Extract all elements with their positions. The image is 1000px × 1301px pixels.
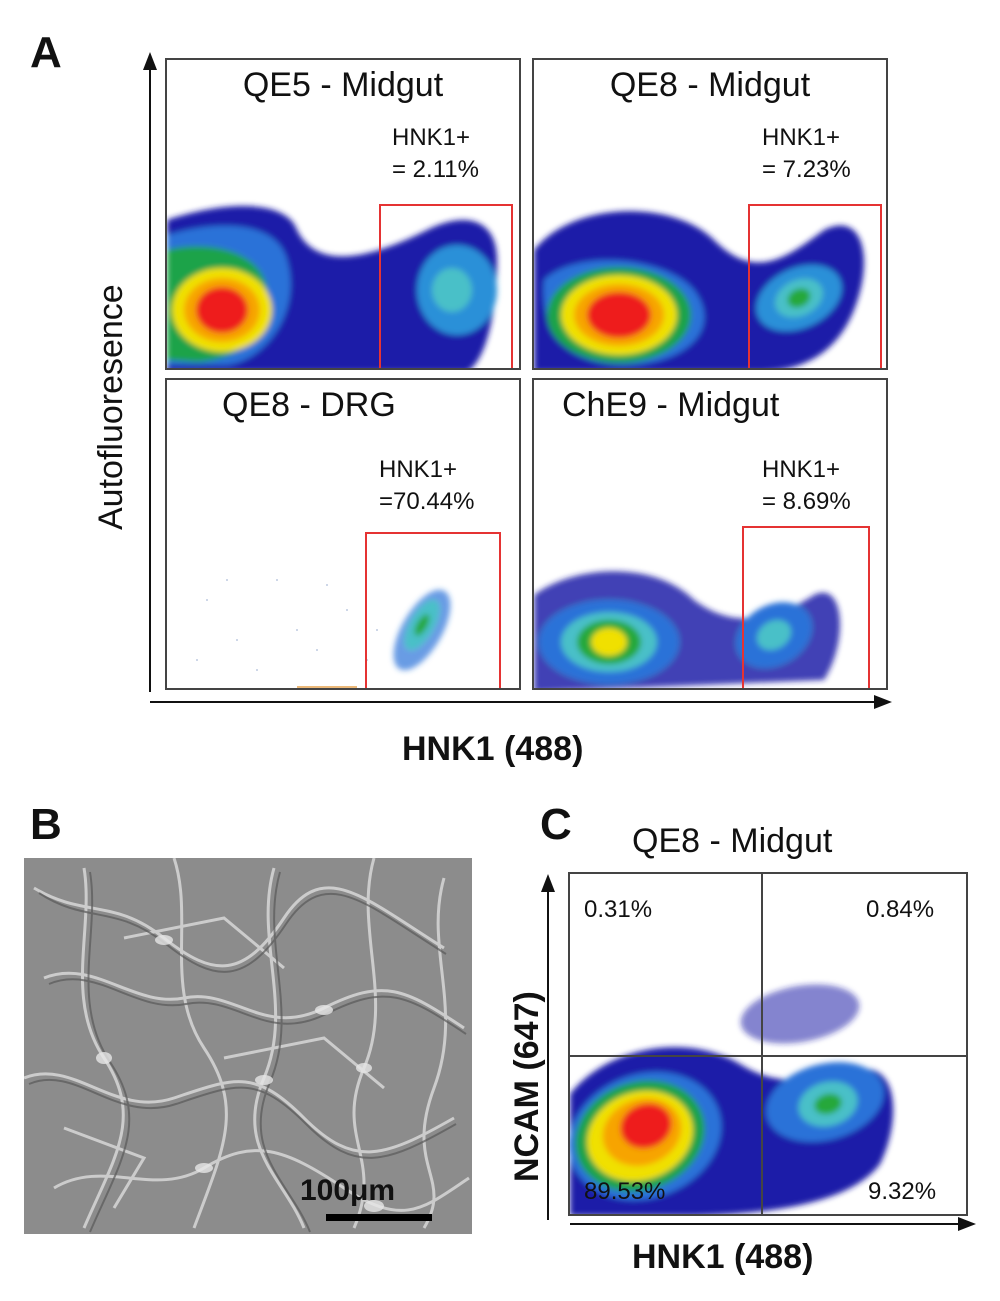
cell-culture-micrograph: 100μm: [24, 858, 472, 1234]
quadrant-bottom-left-value: 89.53%: [584, 1178, 666, 1205]
plot-title: ChE9 - Midgut: [562, 386, 780, 424]
scale-bar-label: 100μm: [300, 1174, 396, 1207]
gate-value: = 2.11%: [392, 156, 479, 183]
panel-a-letter: A: [30, 28, 62, 77]
density-plot: [167, 206, 497, 368]
gate-label: HNK1+: [392, 124, 471, 151]
hnk1-gate: [379, 204, 513, 368]
plot-title: QE8 - Midgut: [609, 66, 811, 104]
flow-plot-qe5-midgut: QE5 - Midgut HNK1+ = 2.11%: [165, 58, 521, 370]
gate-label: HNK1+: [379, 456, 458, 483]
gate-label: HNK1+: [762, 124, 841, 151]
scatter-dots: [196, 579, 378, 671]
hnk1-gate: [748, 204, 882, 368]
flow-plot-ncam-vs-hnk1: 0.31% 0.84% 89.53% 9.32%: [568, 872, 968, 1216]
gate-value: = 8.69%: [762, 488, 851, 515]
gate-value: =70.44%: [379, 488, 475, 515]
gate-value: = 7.23%: [762, 156, 851, 183]
gate-label: HNK1+: [762, 456, 841, 483]
flow-plot-qe8-drg: QE8 - DRG HNK1+ =70.44%: [165, 378, 521, 690]
plot-title: QE8 - DRG: [222, 386, 396, 424]
scale-bar: [326, 1214, 432, 1221]
density-plot: [534, 571, 840, 688]
panel-b-letter: B: [30, 800, 62, 849]
hnk1-gate: [742, 526, 870, 688]
quadrant-top-right-value: 0.84%: [866, 896, 935, 923]
panel-a-x-axis-label: HNK1 (488): [402, 730, 584, 768]
flow-plot-qe8-midgut: QE8 - Midgut HNK1+ = 7.23%: [532, 58, 888, 370]
hnk1-gate: [365, 532, 501, 688]
quadrant-bottom-right-value: 9.32%: [868, 1178, 937, 1205]
quadrant-top-left-value: 0.31%: [584, 896, 653, 923]
panel-c-title: QE8 - Midgut: [632, 822, 833, 860]
cell-network-image: [24, 858, 472, 1234]
panel-a-axes: [143, 52, 892, 709]
plot-title: QE5 - Midgut: [242, 66, 444, 104]
panel-a-y-axis-label: Autofluoresence: [92, 284, 130, 530]
panel-c-y-axis-label: NCAM (647): [508, 991, 546, 1182]
panel-c-x-axis-label: HNK1 (488): [632, 1238, 814, 1276]
flow-plot-che9-midgut: ChE9 - Midgut HNK1+ = 8.69%: [532, 378, 888, 690]
density-plot: [534, 211, 864, 368]
panel-c-axes: [541, 874, 976, 1231]
density-plot: [570, 874, 966, 1214]
density-plot: [196, 579, 451, 688]
panel-c-letter: C: [540, 800, 572, 849]
